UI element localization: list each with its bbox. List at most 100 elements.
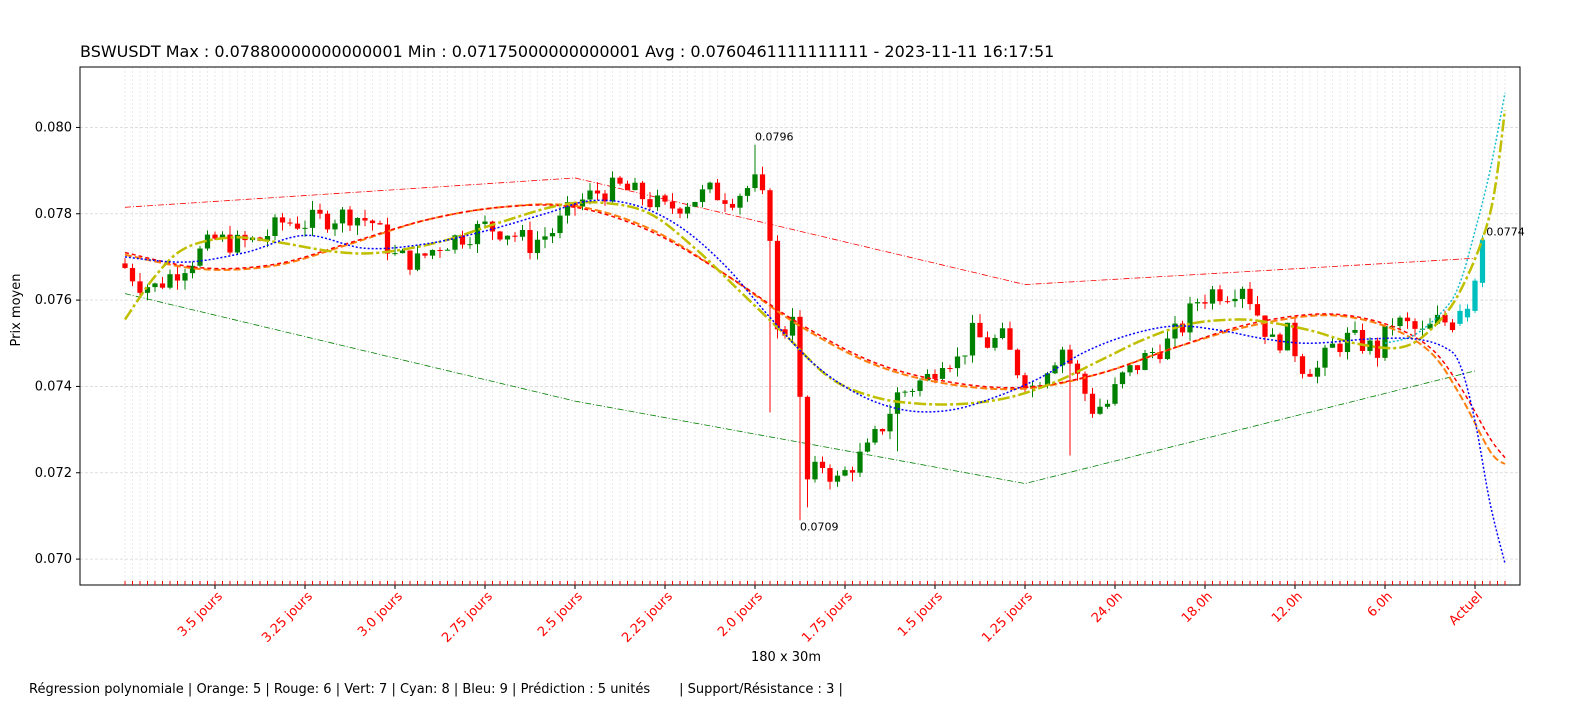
candle-body (917, 380, 923, 391)
candle-body (1007, 328, 1013, 350)
x-tick-label: 1.25 jours (979, 589, 1036, 646)
x-tick-label: 2.75 jours (439, 589, 496, 646)
candle-body (189, 265, 196, 274)
candle-body (122, 263, 128, 268)
candle-body (1457, 310, 1463, 324)
candle-body (1464, 308, 1471, 318)
candle-body (414, 253, 421, 270)
candle-body (212, 234, 218, 239)
x-axis-label: 180 x 30m (751, 650, 821, 665)
candle-body (1187, 303, 1193, 333)
candle-body (429, 250, 436, 256)
candle-body (204, 234, 211, 249)
candle-body (759, 174, 766, 191)
regression-curve (124, 199, 1506, 564)
candle-body (1412, 321, 1418, 329)
support-resistance-lines (124, 177, 1476, 484)
candle-body (1352, 329, 1358, 333)
candle-body (977, 322, 983, 338)
candle-body (1142, 353, 1148, 370)
x-tick-label: 24.0h (1089, 589, 1126, 626)
candle-body (467, 244, 473, 246)
x-tick-label: Actuel (1446, 589, 1485, 628)
candle-body (1202, 302, 1208, 304)
x-tick-label: 2.25 jours (619, 589, 676, 646)
candle-body (1119, 372, 1126, 385)
candle-body (909, 390, 916, 392)
candle-body (182, 273, 188, 281)
candle-body (519, 230, 526, 237)
candle-body (654, 195, 661, 208)
candle-body (1284, 322, 1291, 351)
candle-body (377, 223, 383, 225)
candle-body (1277, 334, 1283, 351)
value-annotation: 0.0774 (1486, 226, 1525, 239)
y-tick-label: 0.076 (35, 293, 72, 308)
candle-body (797, 316, 803, 397)
candle-body (1157, 351, 1163, 360)
candle-body (962, 355, 968, 357)
candle-body (1059, 349, 1066, 366)
candle-body (1307, 373, 1313, 377)
candle-body (707, 182, 713, 190)
regression-curves (123, 92, 1507, 564)
candle-body (1179, 323, 1186, 333)
candle-body (804, 396, 811, 480)
candle-body (527, 230, 533, 253)
candle-body (1134, 365, 1141, 370)
candle-body (542, 236, 548, 240)
candle-body (1217, 289, 1223, 302)
x-tick-label: 6.0h (1365, 589, 1396, 620)
candle-body (722, 200, 728, 204)
x-tick-label: 2.0 jours (715, 589, 766, 640)
candle-body (827, 468, 833, 482)
chart-title: BSWUSDT Max : 0.07880000000000001 Min : … (80, 42, 1054, 61)
candle-body (227, 234, 233, 253)
candle-body (609, 177, 616, 202)
candle-body (302, 227, 308, 229)
candle-body (1044, 373, 1051, 386)
candle-body (489, 221, 496, 232)
candle-body (459, 235, 466, 245)
candle-body (632, 182, 638, 191)
candle-body (879, 429, 886, 432)
x-tick-label: 3.5 jours (175, 589, 226, 640)
value-annotation: 0.0709 (800, 520, 839, 533)
candle-body (999, 328, 1006, 339)
candle-body (1374, 340, 1381, 358)
candle-body (1089, 393, 1096, 414)
candle-body (1074, 363, 1081, 374)
candle-body (782, 329, 788, 336)
candle-body (264, 235, 271, 241)
candle-body (482, 221, 488, 224)
candle-body (362, 218, 368, 221)
candle-body (437, 250, 443, 252)
candle-body (564, 202, 571, 216)
candle-body (1314, 367, 1321, 377)
candle-body (1149, 351, 1156, 354)
x-axis: 3.5 jours 3.25 jours 3.0 jours 2.75 jours 2.… (124, 581, 1506, 646)
candle-body (684, 206, 691, 214)
candle-body (617, 177, 623, 184)
candle-body (737, 195, 743, 208)
y-tick-label: 0.070 (35, 552, 72, 567)
candle-body (287, 222, 293, 224)
candle-body (369, 220, 376, 224)
candle-body (947, 367, 953, 369)
candlesticks (122, 144, 1486, 521)
candle-body (894, 392, 901, 414)
y-tick-label: 0.074 (35, 379, 72, 394)
candle-body (842, 470, 848, 476)
resistance-line (124, 177, 1476, 285)
candle-body (407, 250, 413, 270)
x-tick-label: 2.5 jours (535, 589, 586, 640)
candle-body (1082, 373, 1088, 394)
x-tick-label: 18.0h (1179, 589, 1216, 626)
candle-body (137, 281, 143, 293)
x-tick-label: 3.0 jours (355, 589, 406, 640)
candle-body (969, 322, 976, 356)
candle-body (497, 231, 503, 240)
candle-body (714, 182, 721, 201)
candle-body (1172, 323, 1178, 339)
candle-body (1329, 343, 1336, 348)
